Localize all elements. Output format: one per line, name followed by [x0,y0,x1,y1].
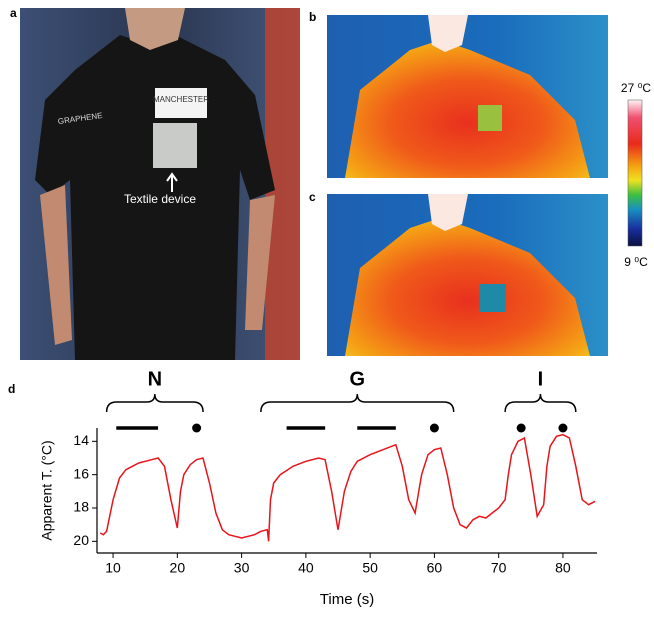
x-tick-label: 50 [362,560,378,576]
figure: a MANCHESTER GRAPHENE Textile device b c… [0,0,654,613]
x-axis-label: Time (s) [320,591,374,608]
x-tick-label: 40 [298,560,314,576]
dot [430,424,439,433]
panel-label: a [10,6,17,20]
x-tick-label: 30 [234,560,250,576]
y-tick-label: 20 [73,532,89,548]
brace [107,394,203,412]
data-line [100,435,595,542]
chart: 10 20 30 40 50 60 70 80 14 16 18 20 Time (s) Apparent… [39,368,597,608]
x-tick-label: 80 [555,560,571,576]
y-axis-label: Apparent T. (°C) [39,440,55,540]
x-tick-label: 70 [491,560,507,576]
colorbar [628,100,642,246]
y-tick-label: 14 [73,432,89,448]
letter: N [148,368,162,390]
dot [517,424,526,433]
badge-text: MANCHESTER [153,95,209,104]
thermal-image [327,194,608,356]
brace [505,394,576,412]
dot [192,424,201,433]
panel-label: b [309,10,316,24]
y-tick-label: 16 [73,465,89,481]
panel-label: c [309,190,316,204]
colorbar-label: 27 ⁰C [621,81,651,95]
y-tick-label: 18 [73,499,89,515]
brace [261,394,454,412]
x-tick-label: 60 [427,560,443,576]
letter: I [538,368,544,390]
annotation: Textile device [124,192,196,206]
colorbar-label: 9 ⁰C [624,255,648,269]
dot [558,424,567,433]
thermal-image [327,15,608,178]
x-tick-label: 20 [170,560,186,576]
x-tick-label: 10 [105,560,121,576]
textile-device [153,123,197,168]
letter: G [350,368,366,390]
panel-label: d [8,382,15,396]
